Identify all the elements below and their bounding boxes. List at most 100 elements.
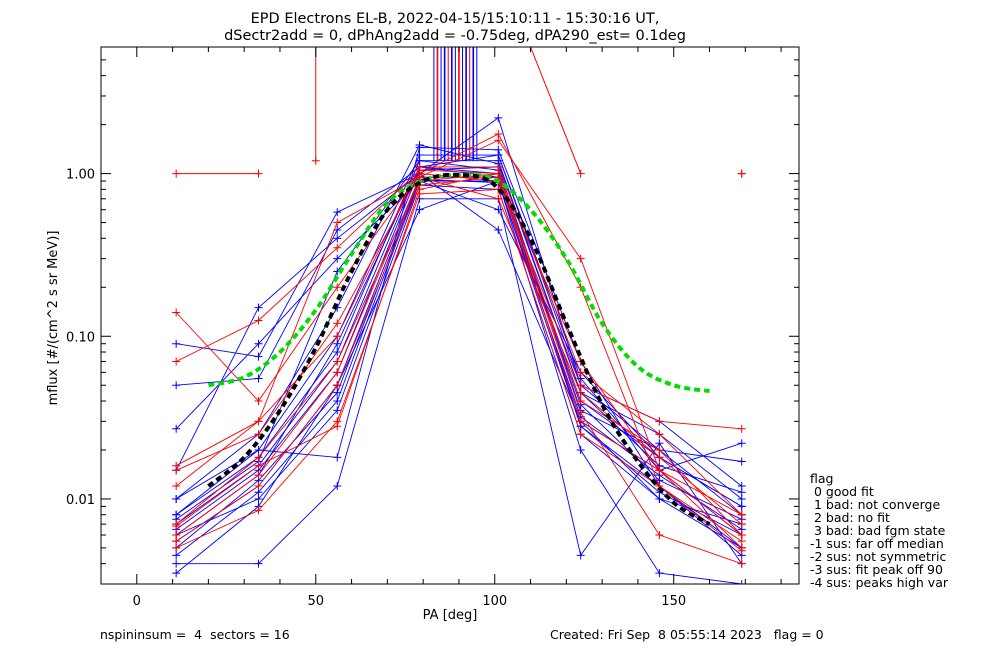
x-tick-label: 150 <box>661 594 686 609</box>
data-point-marker <box>737 169 746 178</box>
flux-series-line <box>175 160 742 536</box>
data-point-marker <box>311 156 320 165</box>
data-point-marker <box>333 332 342 341</box>
data-point-marker <box>333 396 342 405</box>
data-point-marker <box>254 396 263 405</box>
data-point-marker <box>655 417 664 426</box>
data-point-marker <box>333 234 342 243</box>
x-tick-label: 100 <box>482 594 507 609</box>
data-point-marker <box>172 424 181 433</box>
legend-entry: 3 bad: bad fgm state <box>810 523 946 538</box>
data-point-marker <box>333 368 342 377</box>
data-point-marker <box>254 506 263 515</box>
data-point-marker <box>333 319 342 328</box>
flux-series-line <box>176 133 742 542</box>
chart-title: EPD Electrons EL-B, 2022-04-15/15:10:11 … <box>251 11 660 27</box>
data-point-marker <box>494 226 503 235</box>
flux-series-line <box>176 184 742 536</box>
data-point-marker <box>415 140 424 149</box>
legend-entry: -4 sus: peaks high var <box>810 575 949 590</box>
data-point-marker <box>494 194 503 203</box>
data-point-marker <box>254 352 263 361</box>
flux-series-line <box>176 117 742 462</box>
y-axis-label: mflux [#/(cm^2 s sr MeV)] <box>46 231 61 406</box>
data-point-marker <box>172 559 181 568</box>
x-tick-label: 0 <box>133 594 141 609</box>
data-point-marker <box>254 453 263 462</box>
data-point-marker <box>737 494 746 503</box>
data-point-marker <box>333 453 342 462</box>
data-point-marker <box>655 445 664 454</box>
x-axis-label: PA [deg] <box>423 608 478 623</box>
data-point-marker <box>254 374 263 383</box>
y-tick-label: 0.01 <box>66 493 95 508</box>
data-point-marker <box>576 396 585 405</box>
data-point-marker <box>655 466 664 475</box>
data-point-marker <box>172 494 181 503</box>
data-point-marker <box>172 169 181 178</box>
data-point-marker <box>494 145 503 154</box>
data-point-marker <box>576 388 585 397</box>
data-point-marker <box>737 424 746 433</box>
data-point-marker <box>737 488 746 497</box>
data-point-marker <box>576 254 585 263</box>
legend-entry: -3 sus: fit peak off 90 <box>810 562 943 577</box>
data-point-marker <box>576 551 585 560</box>
data-point-marker <box>494 130 503 139</box>
data-point-marker <box>254 417 263 426</box>
data-point-marker <box>333 218 342 227</box>
black-fit-curve <box>207 172 711 526</box>
flux-series-line <box>176 188 742 552</box>
data-point-marker <box>737 559 746 568</box>
flux-series-group <box>172 47 746 584</box>
data-point-marker <box>576 430 585 439</box>
data-point-marker <box>737 502 746 511</box>
data-point-marker <box>172 357 181 366</box>
data-point-marker <box>254 169 263 178</box>
data-point-marker <box>333 422 342 431</box>
data-point-marker <box>172 308 181 317</box>
data-point-marker <box>172 339 181 348</box>
legend-title: flag <box>810 471 833 486</box>
legend-entry: 2 bad: no fit <box>810 510 890 525</box>
data-point-marker <box>655 569 664 578</box>
data-point-marker <box>254 482 263 491</box>
data-point-marker <box>254 303 263 312</box>
flux-series-line <box>175 173 742 565</box>
data-point-marker <box>494 162 503 171</box>
data-point-marker <box>333 482 342 491</box>
flux-series-line <box>175 173 742 430</box>
legend: flag 0 good fit 1 bad: not converge 2 ba… <box>810 471 949 590</box>
y-tick-label: 1.00 <box>66 168 95 183</box>
data-point-marker <box>254 339 263 348</box>
legend-entry: 0 good fit <box>810 484 874 499</box>
data-point-marker <box>172 466 181 475</box>
flux-series-line <box>176 154 742 471</box>
data-point-marker <box>494 169 503 178</box>
data-point-marker <box>576 368 585 377</box>
data-point-marker <box>254 461 263 470</box>
data-point-marker <box>172 381 181 390</box>
footer-left: nspininsum = 4 sectors = 16 <box>100 627 290 642</box>
data-point-marker <box>333 406 342 415</box>
data-point-marker <box>254 445 263 454</box>
data-point-marker <box>172 551 181 560</box>
axes-group: 0 50 100 150 0.01 0.10 1.00 <box>66 46 799 609</box>
data-point-marker <box>172 522 181 531</box>
x-tick-label: 50 <box>307 594 324 609</box>
offscale-segment <box>530 47 582 174</box>
fit-curves-group <box>207 172 711 526</box>
chart-subtitle: dSectr2add = 0, dPhAng2add = -0.75deg, d… <box>224 28 686 44</box>
flux-series-line <box>175 173 742 549</box>
data-point-marker <box>576 408 585 417</box>
data-point-marker <box>254 316 263 325</box>
data-point-marker <box>737 580 746 584</box>
data-point-marker <box>172 543 181 552</box>
legend-entry: -1 sus: far off median <box>810 536 944 551</box>
data-point-marker <box>737 520 746 529</box>
data-point-marker <box>333 254 342 263</box>
data-point-marker <box>737 439 746 448</box>
data-point-marker <box>254 494 263 503</box>
